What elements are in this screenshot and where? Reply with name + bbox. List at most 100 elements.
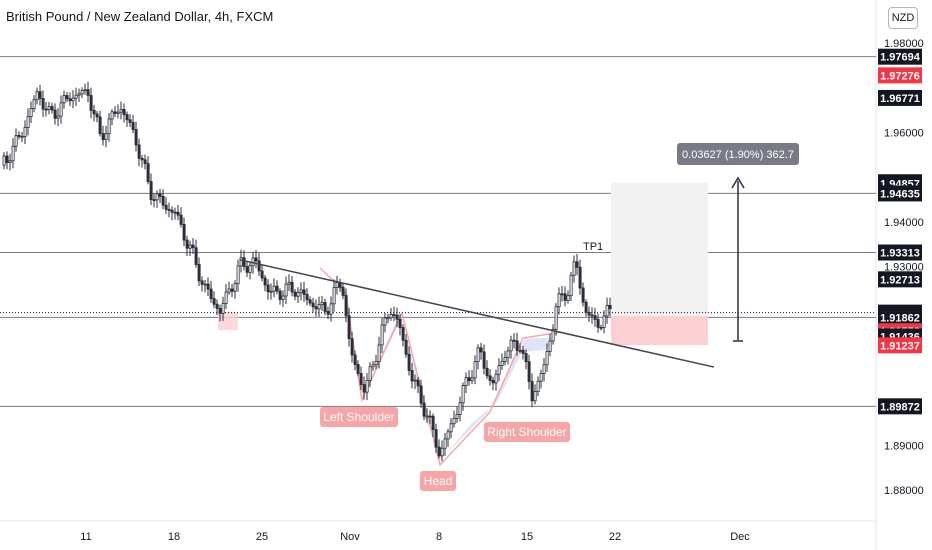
price-axis-ticks: 1.98000 1.96000 1.94000 1.93000 1.89000 1.880…	[884, 38, 924, 497]
candle-body	[542, 364, 546, 374]
candle-body	[395, 314, 399, 320]
candle-body	[8, 160, 12, 163]
candle-body	[14, 134, 18, 147]
candle-body	[389, 314, 393, 319]
candle-body	[383, 317, 387, 326]
candle-body	[38, 91, 42, 99]
time-tick-label: 25	[256, 531, 268, 543]
candle-body	[503, 357, 507, 362]
candle-body	[83, 89, 87, 92]
candle-body	[11, 145, 15, 162]
price-tick-label: 1.98000	[884, 38, 924, 50]
candle-body	[203, 283, 207, 286]
candle-body	[596, 318, 600, 328]
candle-body	[17, 134, 21, 137]
price-tag-label: 1.92713	[880, 274, 920, 286]
candle-body	[482, 351, 486, 369]
candle-body	[170, 209, 174, 213]
candle-body	[353, 354, 357, 365]
currency-button[interactable]: NZD	[888, 7, 918, 29]
candle-body	[77, 93, 81, 96]
candle-body	[110, 111, 114, 120]
candle-body	[80, 90, 84, 95]
candle-body	[242, 257, 246, 267]
candle-body	[59, 102, 63, 117]
candle-body	[2, 155, 6, 166]
price-axis-labels: 1.976941.972761.967711.948851.948571.946…	[878, 48, 922, 415]
candle-body	[359, 373, 363, 385]
price-tag-label: 1.91237	[880, 340, 920, 352]
candle-body	[458, 402, 462, 415]
candle-body	[23, 127, 27, 137]
candle-body	[200, 280, 204, 285]
candle-body	[590, 314, 594, 317]
price-tag-label: 1.97276	[880, 70, 920, 82]
candle-body	[560, 293, 564, 296]
candle-body	[572, 261, 576, 276]
candle-body	[425, 415, 429, 418]
candle-body	[215, 303, 219, 309]
price-tag-label: 1.89872	[880, 401, 920, 413]
price-tick-label: 1.96000	[884, 127, 924, 139]
candle-body	[356, 364, 360, 374]
candle-body	[206, 283, 210, 290]
candle-body	[416, 379, 420, 387]
candle-body	[578, 266, 582, 289]
candle-body	[158, 193, 162, 197]
candle-body	[236, 265, 240, 285]
candle-body	[254, 257, 258, 262]
candle-body	[587, 311, 591, 316]
candle-body	[26, 116, 30, 128]
candle-body	[29, 108, 33, 117]
candle-body	[35, 91, 39, 101]
candle-body	[128, 119, 132, 123]
candle-body	[431, 415, 435, 430]
arrow-head-icon	[731, 176, 745, 189]
candle-body	[386, 317, 390, 320]
candle-body	[563, 293, 567, 301]
candle-body	[452, 417, 456, 425]
price-tick-label: 1.93000	[884, 262, 924, 274]
candle-body	[302, 289, 306, 295]
candle-body	[179, 214, 183, 225]
candle-body	[341, 286, 345, 296]
candle-body	[446, 431, 450, 440]
candle-body	[326, 311, 330, 315]
candle-body	[497, 365, 501, 375]
candle-body	[89, 95, 93, 111]
candle-body	[524, 353, 528, 363]
candle-body	[434, 429, 438, 448]
candle-body	[335, 282, 339, 288]
price-tick-label: 1.88000	[884, 485, 924, 497]
candle-body	[191, 244, 195, 249]
candle-body	[275, 285, 279, 292]
candle-body	[20, 136, 24, 138]
candle-body	[140, 157, 144, 161]
candle-body	[266, 284, 270, 293]
candle-body	[344, 295, 348, 317]
candle-body	[599, 326, 603, 329]
candle-body	[74, 94, 78, 99]
target-zone	[611, 183, 708, 316]
candle-body	[371, 364, 375, 368]
candle-body	[329, 303, 333, 315]
candle-body	[317, 304, 321, 310]
candle-body	[146, 163, 150, 182]
candle-body	[119, 108, 123, 113]
neckline-trendline[interactable]	[239, 259, 715, 368]
head-box	[420, 471, 456, 491]
candle-body	[143, 159, 147, 164]
candle-body	[98, 116, 102, 134]
candle-body	[545, 351, 549, 366]
candle-body	[539, 373, 543, 382]
candle-body	[185, 239, 189, 249]
candle-body	[134, 129, 138, 146]
time-axis-ticks: 11 18 25 Nov 8 15 22 Dec	[80, 531, 750, 543]
candle-body	[161, 196, 165, 206]
candle-body	[71, 97, 75, 102]
price-tag	[878, 89, 922, 106]
price-tick-label: 1.89000	[884, 440, 924, 452]
candle-body	[602, 315, 606, 328]
candle-body	[467, 377, 471, 382]
